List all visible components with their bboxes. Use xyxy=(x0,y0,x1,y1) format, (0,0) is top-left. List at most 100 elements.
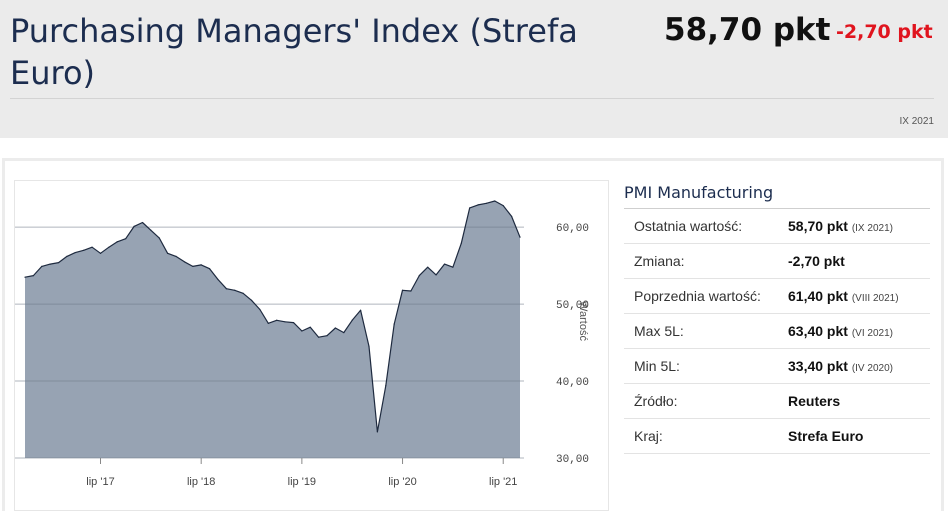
info-row-label: Zmiana: xyxy=(634,253,685,269)
info-row-label: Ostatnia wartość: xyxy=(634,218,743,234)
data-point xyxy=(108,246,110,248)
data-point xyxy=(74,251,76,254)
data-point xyxy=(427,266,429,268)
info-row-value-text: 58,70 pkt xyxy=(788,218,848,234)
data-point xyxy=(242,292,244,294)
data-point xyxy=(343,331,345,334)
data-point xyxy=(435,274,437,276)
x-tick-label: lip '17 xyxy=(86,476,114,488)
data-point xyxy=(267,322,269,324)
info-row: Poprzednia wartość: 61,40 pkt (VIII 2021) xyxy=(624,279,930,314)
info-row-value: -2,70 pkt xyxy=(788,253,845,269)
info-row-label: Max 5L: xyxy=(634,323,684,339)
info-title: PMI Manufacturing xyxy=(624,183,774,202)
data-point xyxy=(150,229,152,231)
data-point xyxy=(494,200,496,202)
data-point xyxy=(359,309,362,311)
data-point xyxy=(393,323,395,325)
data-point xyxy=(418,275,420,277)
info-row-value: 58,70 pkt (IX 2021) xyxy=(788,218,893,234)
info-row-date: (IX 2021) xyxy=(851,223,893,234)
info-row-value: Reuters xyxy=(788,393,840,409)
data-point xyxy=(292,321,295,324)
data-point xyxy=(502,205,504,207)
data-point xyxy=(284,321,286,323)
data-point xyxy=(250,299,253,301)
data-point xyxy=(133,225,135,227)
data-point xyxy=(511,215,513,217)
data-point xyxy=(318,336,320,338)
data-point xyxy=(326,335,328,337)
data-point xyxy=(99,252,102,254)
content-panel xyxy=(2,158,944,511)
info-row-date: (IV 2020) xyxy=(851,363,893,374)
data-point xyxy=(141,221,144,224)
info-row: Zmiana: -2,70 pkt xyxy=(624,244,930,279)
data-point xyxy=(66,255,68,258)
info-row-value: 33,40 pkt (IV 2020) xyxy=(788,358,893,374)
data-point xyxy=(116,241,118,243)
data-point xyxy=(452,266,454,268)
data-point xyxy=(200,264,202,266)
y-tick-label: 50,00 xyxy=(556,300,589,312)
page-title: Purchasing Managers' Index (Strefa Euro) xyxy=(10,12,578,92)
pmi-area-chart[interactable]: 30,00 40,00 50,00 60,00 lip '17 lip '18 lip '1… xyxy=(15,181,608,510)
info-row: Kraj: Strefa Euro xyxy=(624,419,930,454)
data-point xyxy=(443,263,446,265)
y-tick-label: 60,00 xyxy=(556,223,589,235)
info-row-value: 63,40 pkt (VI 2021) xyxy=(788,323,893,339)
data-point xyxy=(41,265,43,268)
chart-container[interactable]: 30,00 40,00 50,00 60,00 lip '17 lip '18 lip '1… xyxy=(14,180,609,511)
info-row-label: Kraj: xyxy=(634,428,663,444)
data-point xyxy=(410,290,412,292)
data-point xyxy=(334,327,337,329)
data-point xyxy=(385,385,387,387)
x-tick-label: lip '21 xyxy=(489,476,517,488)
data-point xyxy=(57,261,60,264)
header-bar: Purchasing Managers' Index (Strefa Euro)… xyxy=(0,0,948,138)
data-point xyxy=(183,261,186,263)
data-point xyxy=(351,319,353,321)
info-row-value-text: 63,40 pkt xyxy=(788,323,848,339)
x-tick-label: lip '19 xyxy=(288,476,316,488)
data-point xyxy=(91,246,93,248)
data-point xyxy=(83,249,85,251)
current-value: 58,70 pkt xyxy=(664,12,831,48)
data-point xyxy=(259,308,261,311)
data-point xyxy=(158,237,160,239)
y-tick-label: 30,00 xyxy=(556,454,589,466)
data-point xyxy=(32,275,34,277)
info-table: Ostatnia wartość: 58,70 pkt (IX 2021) Zmia… xyxy=(624,209,930,454)
series-line xyxy=(24,200,521,433)
info-row-value: 61,40 pkt (VIII 2021) xyxy=(788,288,899,304)
series-area xyxy=(25,201,520,458)
info-row-date: (VI 2021) xyxy=(851,328,893,339)
change-value: -2,70 pkt xyxy=(836,21,933,43)
data-point xyxy=(167,252,169,254)
data-point xyxy=(234,289,236,291)
info-row-value-text: 33,40 pkt xyxy=(788,358,848,374)
info-row-value-text: Strefa Euro xyxy=(788,428,864,444)
data-point xyxy=(469,207,471,209)
x-tick-label: lip '18 xyxy=(187,476,215,488)
data-point xyxy=(376,431,378,433)
y-axis-label: Wartość xyxy=(577,301,589,341)
info-row-label: Źródło: xyxy=(634,393,678,409)
info-row: Ostatnia wartość: 58,70 pkt (IX 2021) xyxy=(624,209,930,244)
info-row-label: Min 5L: xyxy=(634,358,680,374)
data-point xyxy=(276,319,278,321)
data-point xyxy=(460,242,462,244)
data-point xyxy=(477,204,479,206)
info-row-value-text: Reuters xyxy=(788,393,841,409)
data-point xyxy=(49,263,51,265)
info-row-value: Strefa Euro xyxy=(788,428,863,444)
info-row: Min 5L: 33,40 pkt (IV 2020) xyxy=(624,349,930,384)
data-point xyxy=(309,326,311,328)
info-row-date: (VIII 2021) xyxy=(851,293,899,304)
data-point xyxy=(192,265,194,268)
data-point xyxy=(175,255,177,258)
info-row-label: Poprzednia wartość: xyxy=(634,288,761,304)
header-divider xyxy=(10,98,934,99)
data-point xyxy=(208,268,211,270)
data-point xyxy=(301,330,303,332)
